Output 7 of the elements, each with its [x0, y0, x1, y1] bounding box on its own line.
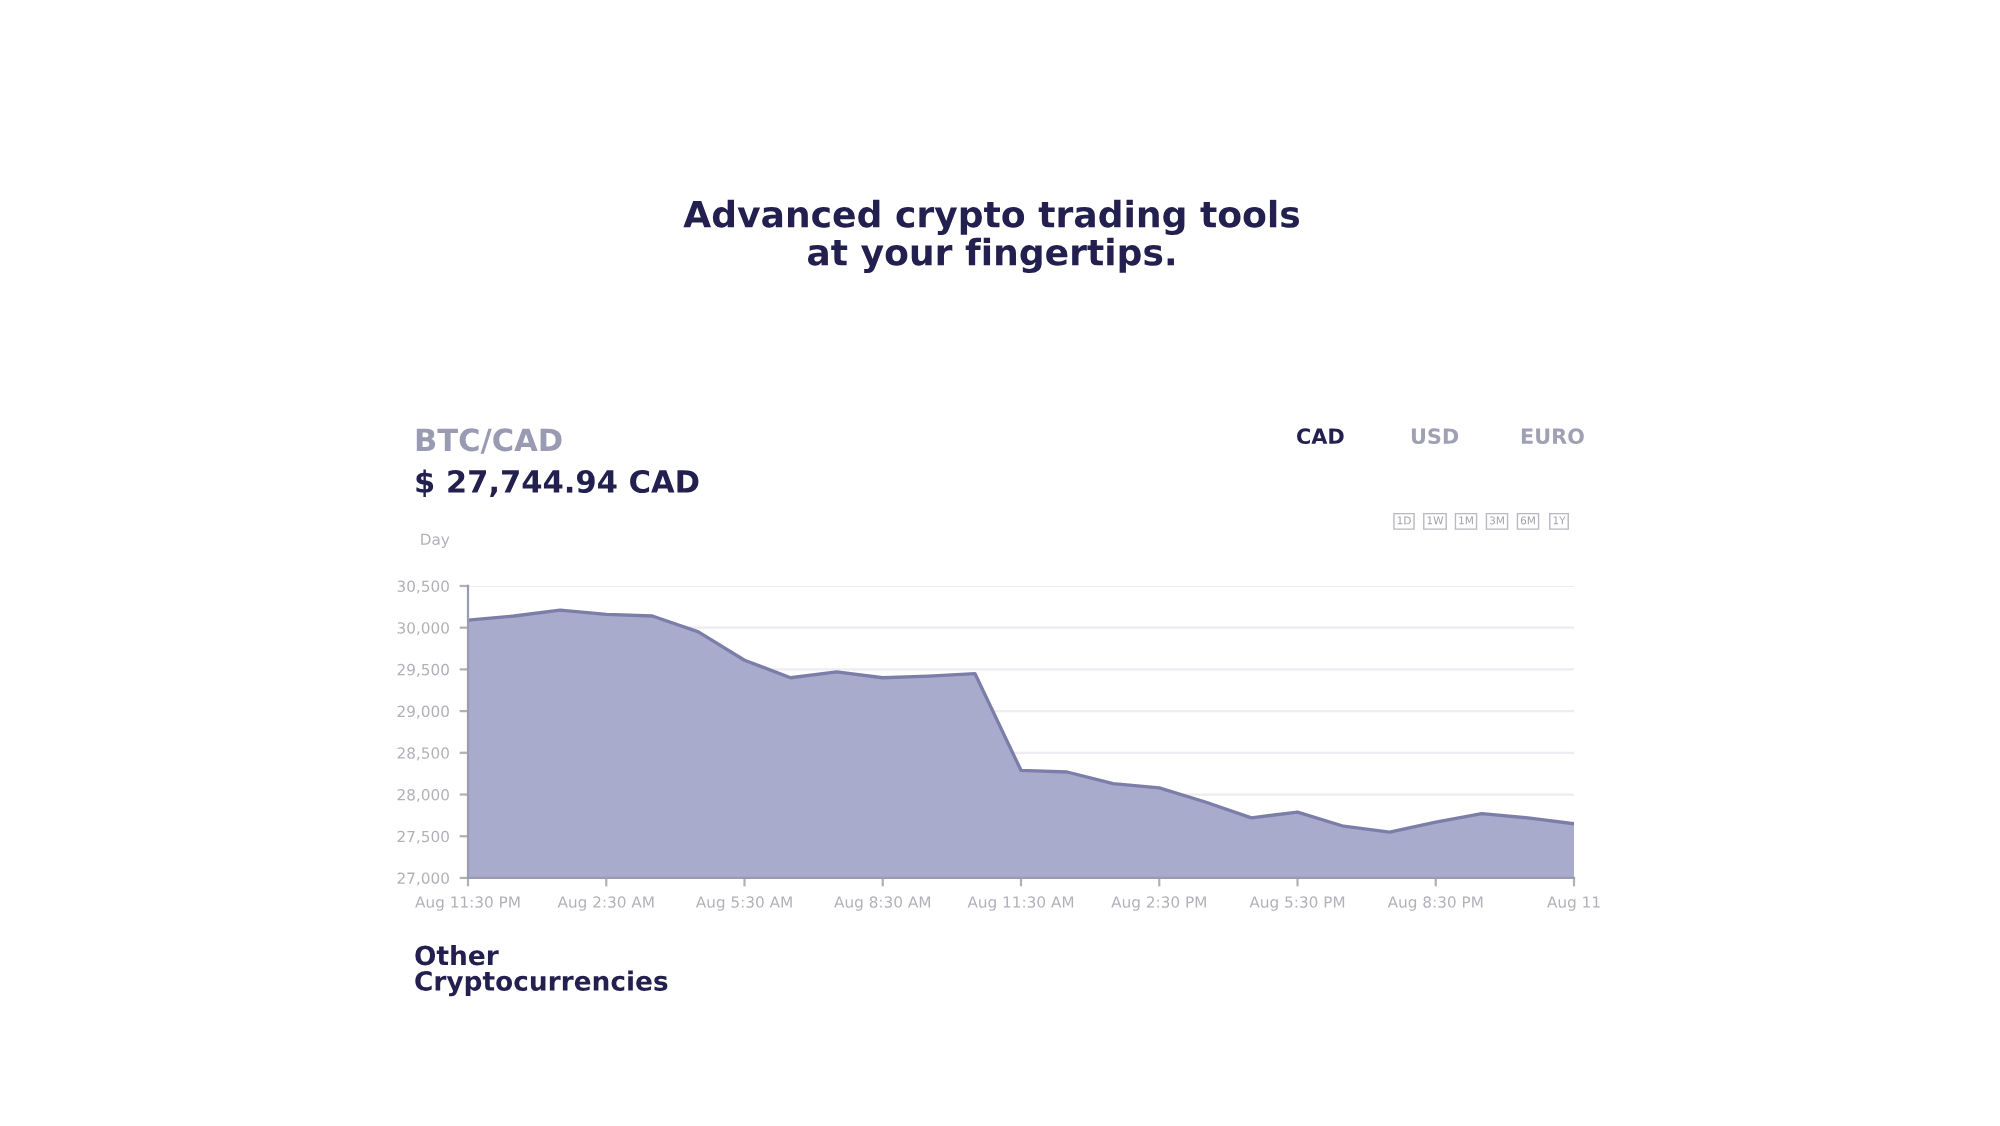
text: CAD: [1297, 428, 1344, 445]
chart-title: Advanced crypto trading tools at your fingertips.: [683, 199, 1300, 274]
chart-subtitle: BTC/CAD: [416, 428, 562, 454]
text: Other Cryptocurrencies: [415, 944, 668, 997]
text: USD: [1411, 428, 1459, 445]
text: EURO: [1521, 428, 1584, 445]
text: $ 27,744.94 CAD: [416, 469, 699, 498]
